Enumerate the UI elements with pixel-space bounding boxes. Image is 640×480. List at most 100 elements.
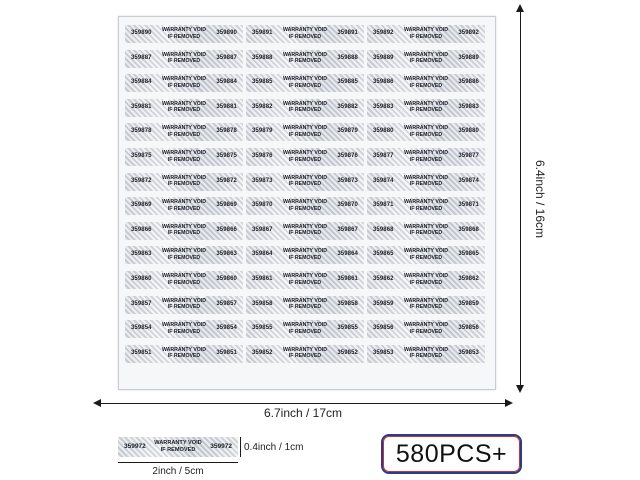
- sticker-label: 359856 WARRANTY VOID IF REMOVED 359856: [367, 320, 485, 339]
- sample-width-label: 2inch / 5cm: [152, 466, 204, 477]
- sticker-bottom-text: IF REMOVED: [409, 33, 443, 40]
- sticker-warranty-text: WARRANTY VOID IF REMOVED: [125, 347, 243, 360]
- sticker-warranty-text: WARRANTY VOID IF REMOVED: [246, 52, 364, 65]
- sticker-bottom-text: IF REMOVED: [288, 156, 322, 163]
- sticker-top-text: WARRANTY VOID: [283, 100, 327, 107]
- sticker-bottom-text: IF REMOVED: [288, 107, 322, 114]
- sticker-number-left: 359887: [131, 54, 152, 61]
- sticker-top-text: WARRANTY VOID: [404, 248, 448, 255]
- sticker-label: 359876 WARRANTY VOID IF REMOVED 359876: [246, 147, 364, 166]
- sticker-number-right: 359878: [216, 128, 237, 135]
- sticker-number-left: 359866: [131, 226, 152, 233]
- sticker-top-text: WARRANTY VOID: [162, 272, 206, 279]
- sticker-label: 359853 WARRANTY VOID IF REMOVED 359853: [367, 344, 485, 363]
- sample-height-label: 0.4inch / 1cm: [244, 442, 304, 453]
- sticker-warranty-text: WARRANTY VOID IF REMOVED: [246, 76, 364, 89]
- sticker-top-text: WARRANTY VOID: [162, 174, 206, 181]
- sticker-warranty-text: WARRANTY VOID IF REMOVED: [246, 248, 364, 261]
- sticker-warranty-text: WARRANTY VOID IF REMOVED: [367, 52, 485, 65]
- sticker-warranty-text: WARRANTY VOID IF REMOVED: [125, 175, 243, 188]
- sticker-warranty-text: WARRANTY VOID IF REMOVED: [246, 125, 364, 138]
- sticker-bottom-text: IF REMOVED: [409, 328, 443, 335]
- sticker-number-right: 359890: [216, 30, 237, 36]
- sticker-top-text: WARRANTY VOID: [404, 322, 448, 329]
- sticker-number-right: 359861: [337, 275, 358, 282]
- sticker-top-text: WARRANTY VOID: [283, 174, 327, 181]
- width-label: 6.7inch / 17cm: [263, 406, 343, 420]
- sticker-number-left: 359852: [252, 349, 273, 356]
- sticker-label: 359855 WARRANTY VOID IF REMOVED 359855: [246, 320, 364, 339]
- sticker-top-text: WARRANTY VOID: [283, 149, 327, 156]
- sticker-bottom-text: IF REMOVED: [288, 33, 322, 40]
- quantity-badge: 580PCS+: [381, 434, 522, 474]
- sticker-number-right: 359857: [216, 300, 237, 307]
- sticker-bottom-text: IF REMOVED: [167, 58, 201, 65]
- sticker-warranty-text: WARRANTY VOID IF REMOVED: [367, 150, 485, 163]
- sticker-label: 359884 WARRANTY VOID IF REMOVED 359884: [125, 74, 243, 93]
- sticker-number-right: 359860: [216, 275, 237, 282]
- sticker-label: 359863 WARRANTY VOID IF REMOVED 359863: [125, 246, 243, 265]
- sticker-label: 359862 WARRANTY VOID IF REMOVED 359862: [367, 270, 485, 289]
- sticker-top-text: WARRANTY VOID: [162, 100, 206, 107]
- sticker-label: 359880 WARRANTY VOID IF REMOVED 359880: [367, 123, 485, 142]
- sticker-number-right: 359866: [216, 226, 237, 233]
- sticker-number-left: 359864: [252, 251, 273, 258]
- sticker-warranty-text: WARRANTY VOID IF REMOVED: [246, 101, 364, 114]
- sticker-warranty-text: WARRANTY VOID IF REMOVED: [367, 175, 485, 188]
- sticker-number-right: 359871: [458, 202, 479, 209]
- sticker-number-left: 359879: [252, 128, 273, 135]
- sticker-number-left: 359869: [131, 202, 152, 209]
- sheet-column: 359891 WARRANTY VOID IF REMOVED 359891 35988…: [246, 25, 364, 369]
- sticker-number-left: 359877: [373, 152, 394, 159]
- sticker-warranty-text: WARRANTY VOID IF REMOVED: [125, 52, 243, 65]
- sticker-number-right: 359872: [216, 177, 237, 184]
- sticker-top-text: WARRANTY VOID: [162, 27, 206, 33]
- sticker-label: 359873 WARRANTY VOID IF REMOVED 359873: [246, 172, 364, 191]
- sticker-number-right: 359855: [337, 325, 358, 332]
- sticker-number-right: 359865: [458, 251, 479, 258]
- sticker-label: 359890 WARRANTY VOID IF REMOVED 359890: [125, 25, 243, 43]
- sticker-label: 359881 WARRANTY VOID IF REMOVED 359881: [125, 98, 243, 117]
- sticker-bottom-text: IF REMOVED: [409, 205, 443, 212]
- sticker-number-right: 359869: [216, 202, 237, 209]
- sticker-top-text: WARRANTY VOID: [404, 272, 448, 279]
- sticker-number-right: 359876: [337, 152, 358, 159]
- sticker-bottom-text: IF REMOVED: [167, 181, 201, 188]
- sticker-top-text: WARRANTY VOID: [283, 199, 327, 206]
- sticker-number-right: 359851: [216, 349, 237, 356]
- sticker-top-text: WARRANTY VOID: [283, 346, 327, 353]
- sticker-bottom-text: IF REMOVED: [167, 230, 201, 237]
- sample-top-text: WARRANTY VOID: [154, 440, 202, 446]
- sticker-top-text: WARRANTY VOID: [404, 125, 448, 132]
- sticker-top-text: WARRANTY VOID: [283, 322, 327, 329]
- sticker-label: 359871 WARRANTY VOID IF REMOVED 359871: [367, 197, 485, 216]
- sticker-number-left: 359862: [373, 275, 394, 282]
- sticker-label: 359867 WARRANTY VOID IF REMOVED 359867: [246, 221, 364, 240]
- sticker-bottom-text: IF REMOVED: [288, 131, 322, 138]
- sticker-warranty-text: WARRANTY VOID IF REMOVED: [367, 248, 485, 261]
- sticker-bottom-text: IF REMOVED: [167, 33, 201, 40]
- sticker-bottom-text: IF REMOVED: [167, 304, 201, 311]
- sticker-number-left: 359859: [373, 300, 394, 307]
- sticker-warranty-text: WARRANTY VOID IF REMOVED: [125, 101, 243, 114]
- sticker-number-right: 359887: [216, 54, 237, 61]
- sticker-label: 359882 WARRANTY VOID IF REMOVED 359882: [246, 98, 364, 117]
- sticker-label: 359858 WARRANTY VOID IF REMOVED 359858: [246, 295, 364, 314]
- sticker-bottom-text: IF REMOVED: [409, 107, 443, 114]
- sticker-number-left: 359874: [373, 177, 394, 184]
- arrow-up-icon: [516, 4, 524, 12]
- sticker-bottom-text: IF REMOVED: [288, 279, 322, 286]
- sticker-warranty-text: WARRANTY VOID IF REMOVED: [246, 175, 364, 188]
- sticker-number-right: 359873: [337, 177, 358, 184]
- sticker-label: 359868 WARRANTY VOID IF REMOVED 359868: [367, 221, 485, 240]
- sticker-number-left: 359872: [131, 177, 152, 184]
- sticker-top-text: WARRANTY VOID: [162, 125, 206, 132]
- sticker-number-right: 359853: [458, 349, 479, 356]
- sticker-number-left: 359871: [373, 202, 394, 209]
- sample-bottom-text: IF REMOVED: [160, 447, 196, 453]
- sticker-warranty-text: WARRANTY VOID IF REMOVED: [367, 76, 485, 89]
- sticker-warranty-text: WARRANTY VOID IF REMOVED: [367, 101, 485, 114]
- sticker-bottom-text: IF REMOVED: [167, 156, 201, 163]
- sticker-warranty-text: WARRANTY VOID IF REMOVED: [367, 322, 485, 335]
- sticker-label: 359851 WARRANTY VOID IF REMOVED 359851: [125, 344, 243, 363]
